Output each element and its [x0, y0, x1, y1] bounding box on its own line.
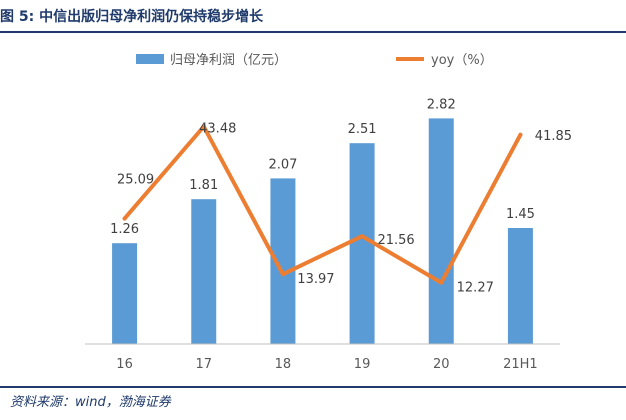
- yoy-point-17: [201, 124, 206, 129]
- legend-swatch-bar: [136, 54, 164, 64]
- yoy-point-19: [360, 234, 365, 239]
- source-rule: [0, 386, 626, 388]
- bar-label-20: 2.82: [427, 97, 456, 112]
- bar-17: [191, 199, 217, 344]
- x-tick-label-19: 19: [354, 357, 371, 372]
- yoy-point-21H1: [518, 132, 523, 137]
- yoy-point-20: [439, 280, 444, 285]
- yoy-label-19: 21.56: [377, 233, 414, 248]
- legend-label-bar: 归母净利润（亿元）: [170, 53, 287, 68]
- bar-label-19: 2.51: [348, 122, 377, 137]
- title-rule: [0, 31, 626, 33]
- figure-title: 图 5: 中信出版归母净利润仍保持稳步增长: [0, 9, 264, 25]
- x-tick-label-17: 17: [195, 357, 212, 372]
- bar-16: [112, 243, 138, 344]
- bar-21H1: [507, 228, 533, 344]
- bar-20: [428, 118, 454, 345]
- yoy-label-18: 13.97: [297, 272, 334, 287]
- yoy-point-18: [280, 272, 285, 277]
- bar-19: [349, 143, 375, 344]
- bar-label-18: 2.07: [268, 157, 297, 172]
- yoy-label-16: 25.09: [117, 173, 154, 188]
- yoy-point-16: [122, 216, 127, 221]
- yoy-label-17: 43.48: [199, 122, 236, 137]
- legend-label-line: yoy（%）: [431, 53, 493, 68]
- yoy-label-20: 12.27: [457, 281, 494, 296]
- yoy-line: [122, 124, 523, 285]
- x-tick-label-20: 20: [433, 357, 450, 372]
- source-note: 资料来源：wind，渤海证券: [10, 395, 171, 410]
- bar-label-21H1: 1.45: [506, 207, 535, 222]
- chart-legend: 归母净利润（亿元） yoy（%）: [136, 53, 493, 68]
- x-tick-label-21H1: 21H1: [503, 357, 538, 372]
- bar-label-16: 1.26: [110, 222, 139, 237]
- x-tick-label-18: 18: [275, 357, 292, 372]
- bar-label-17: 1.81: [189, 178, 218, 193]
- yoy-label-21H1: 41.85: [535, 129, 572, 144]
- combo-chart: 归母净利润（亿元） yoy（%） 16 17 18 19 20 21H1 1.26 1.81…: [85, 53, 572, 372]
- x-tick-label-16: 16: [116, 357, 133, 372]
